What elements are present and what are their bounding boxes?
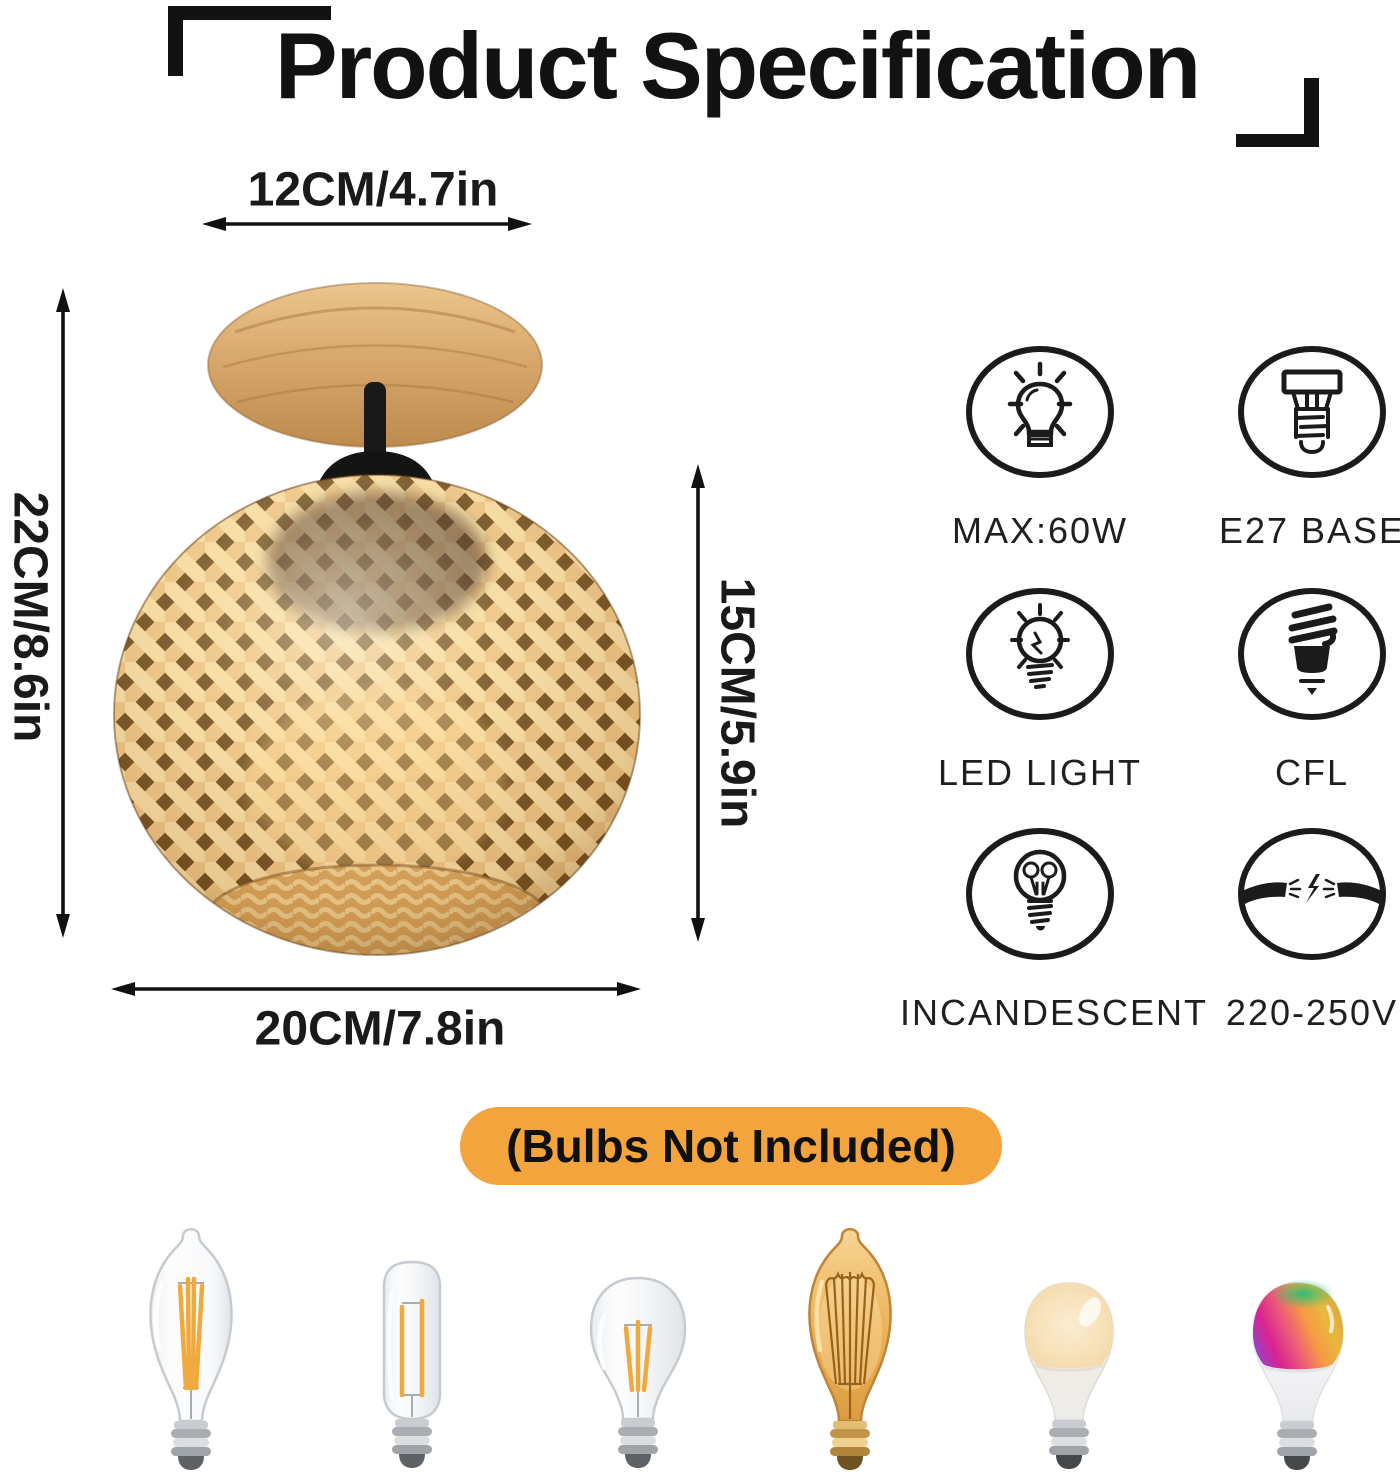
dimension-fixture-height: 22CM/8.6in <box>3 491 57 743</box>
t45-tubular-filament-bulb-icon <box>382 1260 442 1468</box>
feature-cfl: CFL <box>1172 588 1400 794</box>
a19-rgb-color-bulb-icon <box>1252 1279 1344 1470</box>
feature-led-light: LED LIGHT <box>900 588 1180 794</box>
e27-screw-base-icon <box>1238 346 1386 478</box>
page-title: Product Specification <box>274 13 1201 118</box>
dimension-shade-height: 15CM/5.9in <box>710 577 764 829</box>
a19-clear-filament-bulb-icon <box>589 1276 687 1468</box>
dimension-shade-width: 20CM/7.8in <box>254 1002 506 1056</box>
feature-voltage: 220-250V <box>1172 828 1400 1034</box>
led-bulb-icon <box>966 588 1114 720</box>
dimension-arrow-canopy-width <box>202 217 532 231</box>
feature-label: INCANDESCENT <box>900 992 1209 1033</box>
wood-canopy <box>207 282 543 448</box>
feature-label: 220-250V <box>1225 992 1399 1033</box>
feature-label: LED LIGHT <box>937 752 1143 793</box>
incandescent-bulb-icon <box>966 828 1114 960</box>
st64-clear-filament-bulb-icon <box>149 1228 233 1470</box>
dimension-canopy-width: 12CM/4.7in <box>247 163 499 217</box>
bulbs-not-included-text: (Bulbs Not Included) <box>506 1120 956 1172</box>
feature-max-wattage: MAX:60W <box>900 346 1180 552</box>
bulbs-not-included-badge: (Bulbs Not Included) <box>460 1107 1002 1185</box>
title-bracket-bottom-right-icon <box>1236 78 1319 147</box>
feature-label: MAX:60W <box>951 510 1129 551</box>
feature-incandescent: INCANDESCENT <box>900 828 1209 1034</box>
dimension-arrow-shade-width <box>111 982 641 996</box>
power-wires-icon <box>1238 828 1386 960</box>
feature-label: E27 BASE <box>1218 510 1400 551</box>
st64-amber-edison-bulb-icon <box>808 1228 892 1470</box>
bulb-max-wattage-icon <box>966 346 1114 478</box>
feature-label: CFL <box>1274 752 1349 793</box>
cfl-bulb-icon <box>1238 588 1386 720</box>
title-bracket-top-left-icon <box>168 6 331 76</box>
dimension-arrow-shade-height <box>691 464 705 942</box>
a19-warm-white-bulb-icon <box>1024 1282 1114 1469</box>
feature-e27-base: E27 BASE <box>1172 346 1400 552</box>
dimension-arrow-fixture-height <box>56 288 70 938</box>
bamboo-woven-shade <box>113 474 641 956</box>
product-photo-bamboo-ceiling-lamp <box>113 282 641 956</box>
